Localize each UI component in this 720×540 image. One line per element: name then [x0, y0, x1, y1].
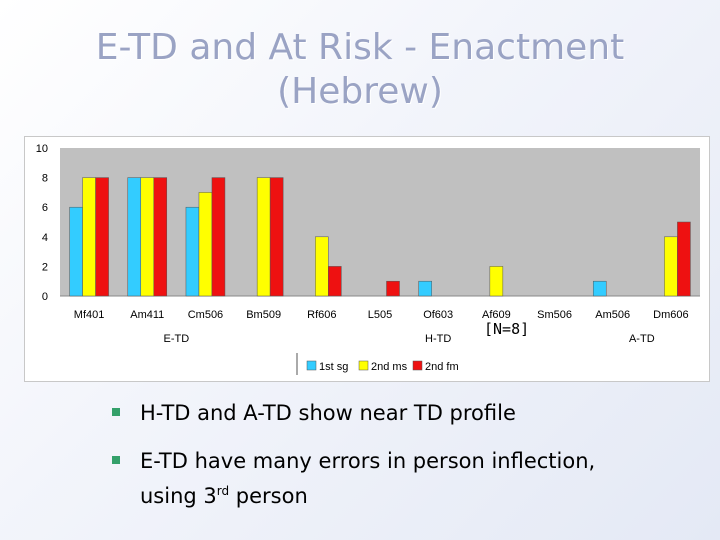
x-tick-label: Cm506: [188, 309, 223, 321]
y-tick-label: 2: [42, 261, 48, 273]
bullet-list: H-TD and A-TD show near TD profile E-TD …: [112, 398, 702, 529]
group-label: H-TD: [425, 333, 451, 345]
bar: [211, 177, 226, 297]
square-bullet-icon: [112, 408, 120, 416]
bullet-item: E-TD have many errors in person inflecti…: [112, 446, 702, 511]
x-tick-label: Of603: [423, 309, 453, 321]
bar: [664, 236, 678, 297]
bar: [315, 236, 329, 297]
bar: [592, 280, 607, 297]
y-tick-label: 0: [42, 291, 48, 303]
bullet-text: E-TD have many errors in person inflecti…: [140, 449, 596, 473]
y-tick-label: 10: [36, 143, 48, 155]
bar: [256, 177, 271, 297]
legend-swatch: [306, 360, 317, 371]
bullet-text: H-TD and A-TD show near TD profile: [140, 401, 516, 425]
y-tick-label: 8: [42, 173, 48, 185]
chart-container: 0 2 4 6 8 10 Mf401 Am411 Cm506 Bm509 Rf606 L505 Of60…: [24, 136, 710, 382]
x-tick-label: L505: [368, 309, 392, 321]
slide-title-line2: (Hebrew): [277, 71, 443, 112]
bar: [185, 206, 200, 297]
bar: [328, 266, 342, 297]
bar: [153, 177, 168, 297]
x-tick-label: Mf401: [74, 309, 105, 321]
y-tick-label: 6: [42, 202, 48, 214]
bullet-item: H-TD and A-TD show near TD profile: [112, 398, 702, 428]
bar: [677, 221, 691, 297]
bullet-superscript: rd: [216, 484, 230, 498]
bar: [69, 206, 83, 297]
legend-swatch: [358, 360, 369, 371]
bar: [95, 177, 109, 297]
group-label: A-TD: [629, 333, 655, 345]
x-tick-label: Bm509: [246, 309, 281, 321]
bar: [386, 280, 400, 297]
x-tick-label: Am411: [130, 309, 164, 321]
legend-label: 2nd fm: [425, 361, 459, 373]
x-tick-label: Sm506: [537, 309, 572, 321]
x-tick-label: Am506: [595, 309, 630, 321]
slide-title-line1: E-TD and At Risk - Enactment: [95, 27, 625, 68]
bar: [198, 192, 213, 297]
x-tick-label: Dm606: [653, 309, 688, 321]
legend-swatch: [412, 360, 423, 371]
bullet-text-end: person: [229, 484, 308, 508]
legend-label: 1st sg: [319, 361, 348, 373]
y-tick-label: 4: [42, 232, 48, 244]
bar-chart: 0 2 4 6 8 10 Mf401 Am411 Cm506 Bm509 Rf606 L505 Of60…: [36, 143, 700, 375]
bar: [82, 177, 96, 297]
sample-size-note: [N=8]: [484, 320, 530, 338]
bar: [140, 177, 155, 297]
bar: [418, 280, 432, 297]
x-tick-label: Af609: [482, 309, 511, 321]
bullet-text-line2: using 3: [140, 484, 217, 508]
legend-label: 2nd ms: [371, 361, 408, 373]
square-bullet-icon: [112, 456, 120, 464]
slide-title: E-TD and At Risk - Enactment (Hebrew): [0, 26, 720, 114]
bar: [269, 177, 284, 297]
bar: [489, 266, 504, 297]
group-label: E-TD: [164, 333, 190, 345]
bar: [127, 177, 142, 297]
x-tick-label: Rf606: [307, 309, 336, 321]
